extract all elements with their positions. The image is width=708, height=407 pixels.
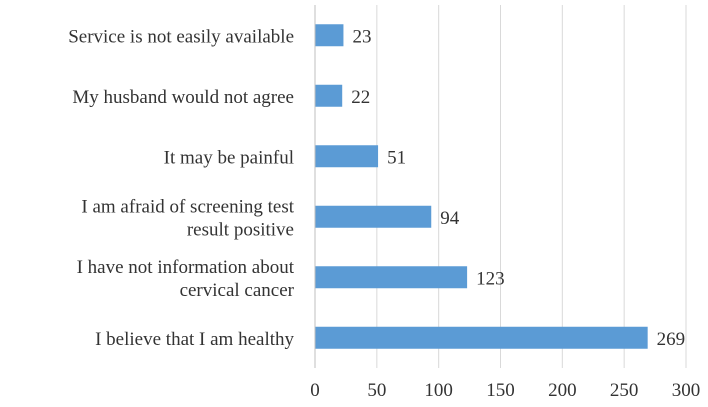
data-label: 123 [476, 268, 505, 289]
x-tick-label: 50 [367, 380, 386, 401]
bars [315, 24, 648, 349]
data-label: 94 [440, 208, 460, 229]
bar [315, 266, 468, 289]
data-label: 269 [657, 329, 686, 350]
category-label: I have not information about cervical can… [77, 257, 295, 301]
x-tick-label: 0 [310, 380, 320, 401]
x-tick-labels: 0 50 100 150 200 250 300 [310, 380, 700, 401]
bar [315, 205, 432, 228]
bar [315, 84, 343, 107]
bar [315, 326, 648, 349]
bar [315, 24, 344, 47]
category-label: I believe that I am healthy [95, 329, 294, 350]
category-label: My husband would not agree [72, 87, 294, 108]
data-label: 22 [351, 87, 370, 108]
x-tick-label: 250 [610, 380, 639, 401]
x-tick-label: 100 [424, 380, 453, 401]
x-tick-label: 200 [548, 380, 577, 401]
x-tick-label: 300 [672, 380, 701, 401]
data-label: 51 [387, 147, 406, 168]
category-labels: Service is not easily available My husban… [68, 26, 295, 350]
x-tick-label: 150 [486, 380, 515, 401]
data-labels: 23 22 51 94 123 269 [351, 26, 685, 350]
category-label: Service is not easily available [68, 26, 294, 47]
data-label: 23 [352, 26, 371, 47]
bar [315, 145, 379, 168]
category-label: It may be painful [164, 147, 294, 168]
category-label: I am afraid of screening test result posi… [81, 196, 294, 240]
grid-lines [376, 5, 687, 368]
